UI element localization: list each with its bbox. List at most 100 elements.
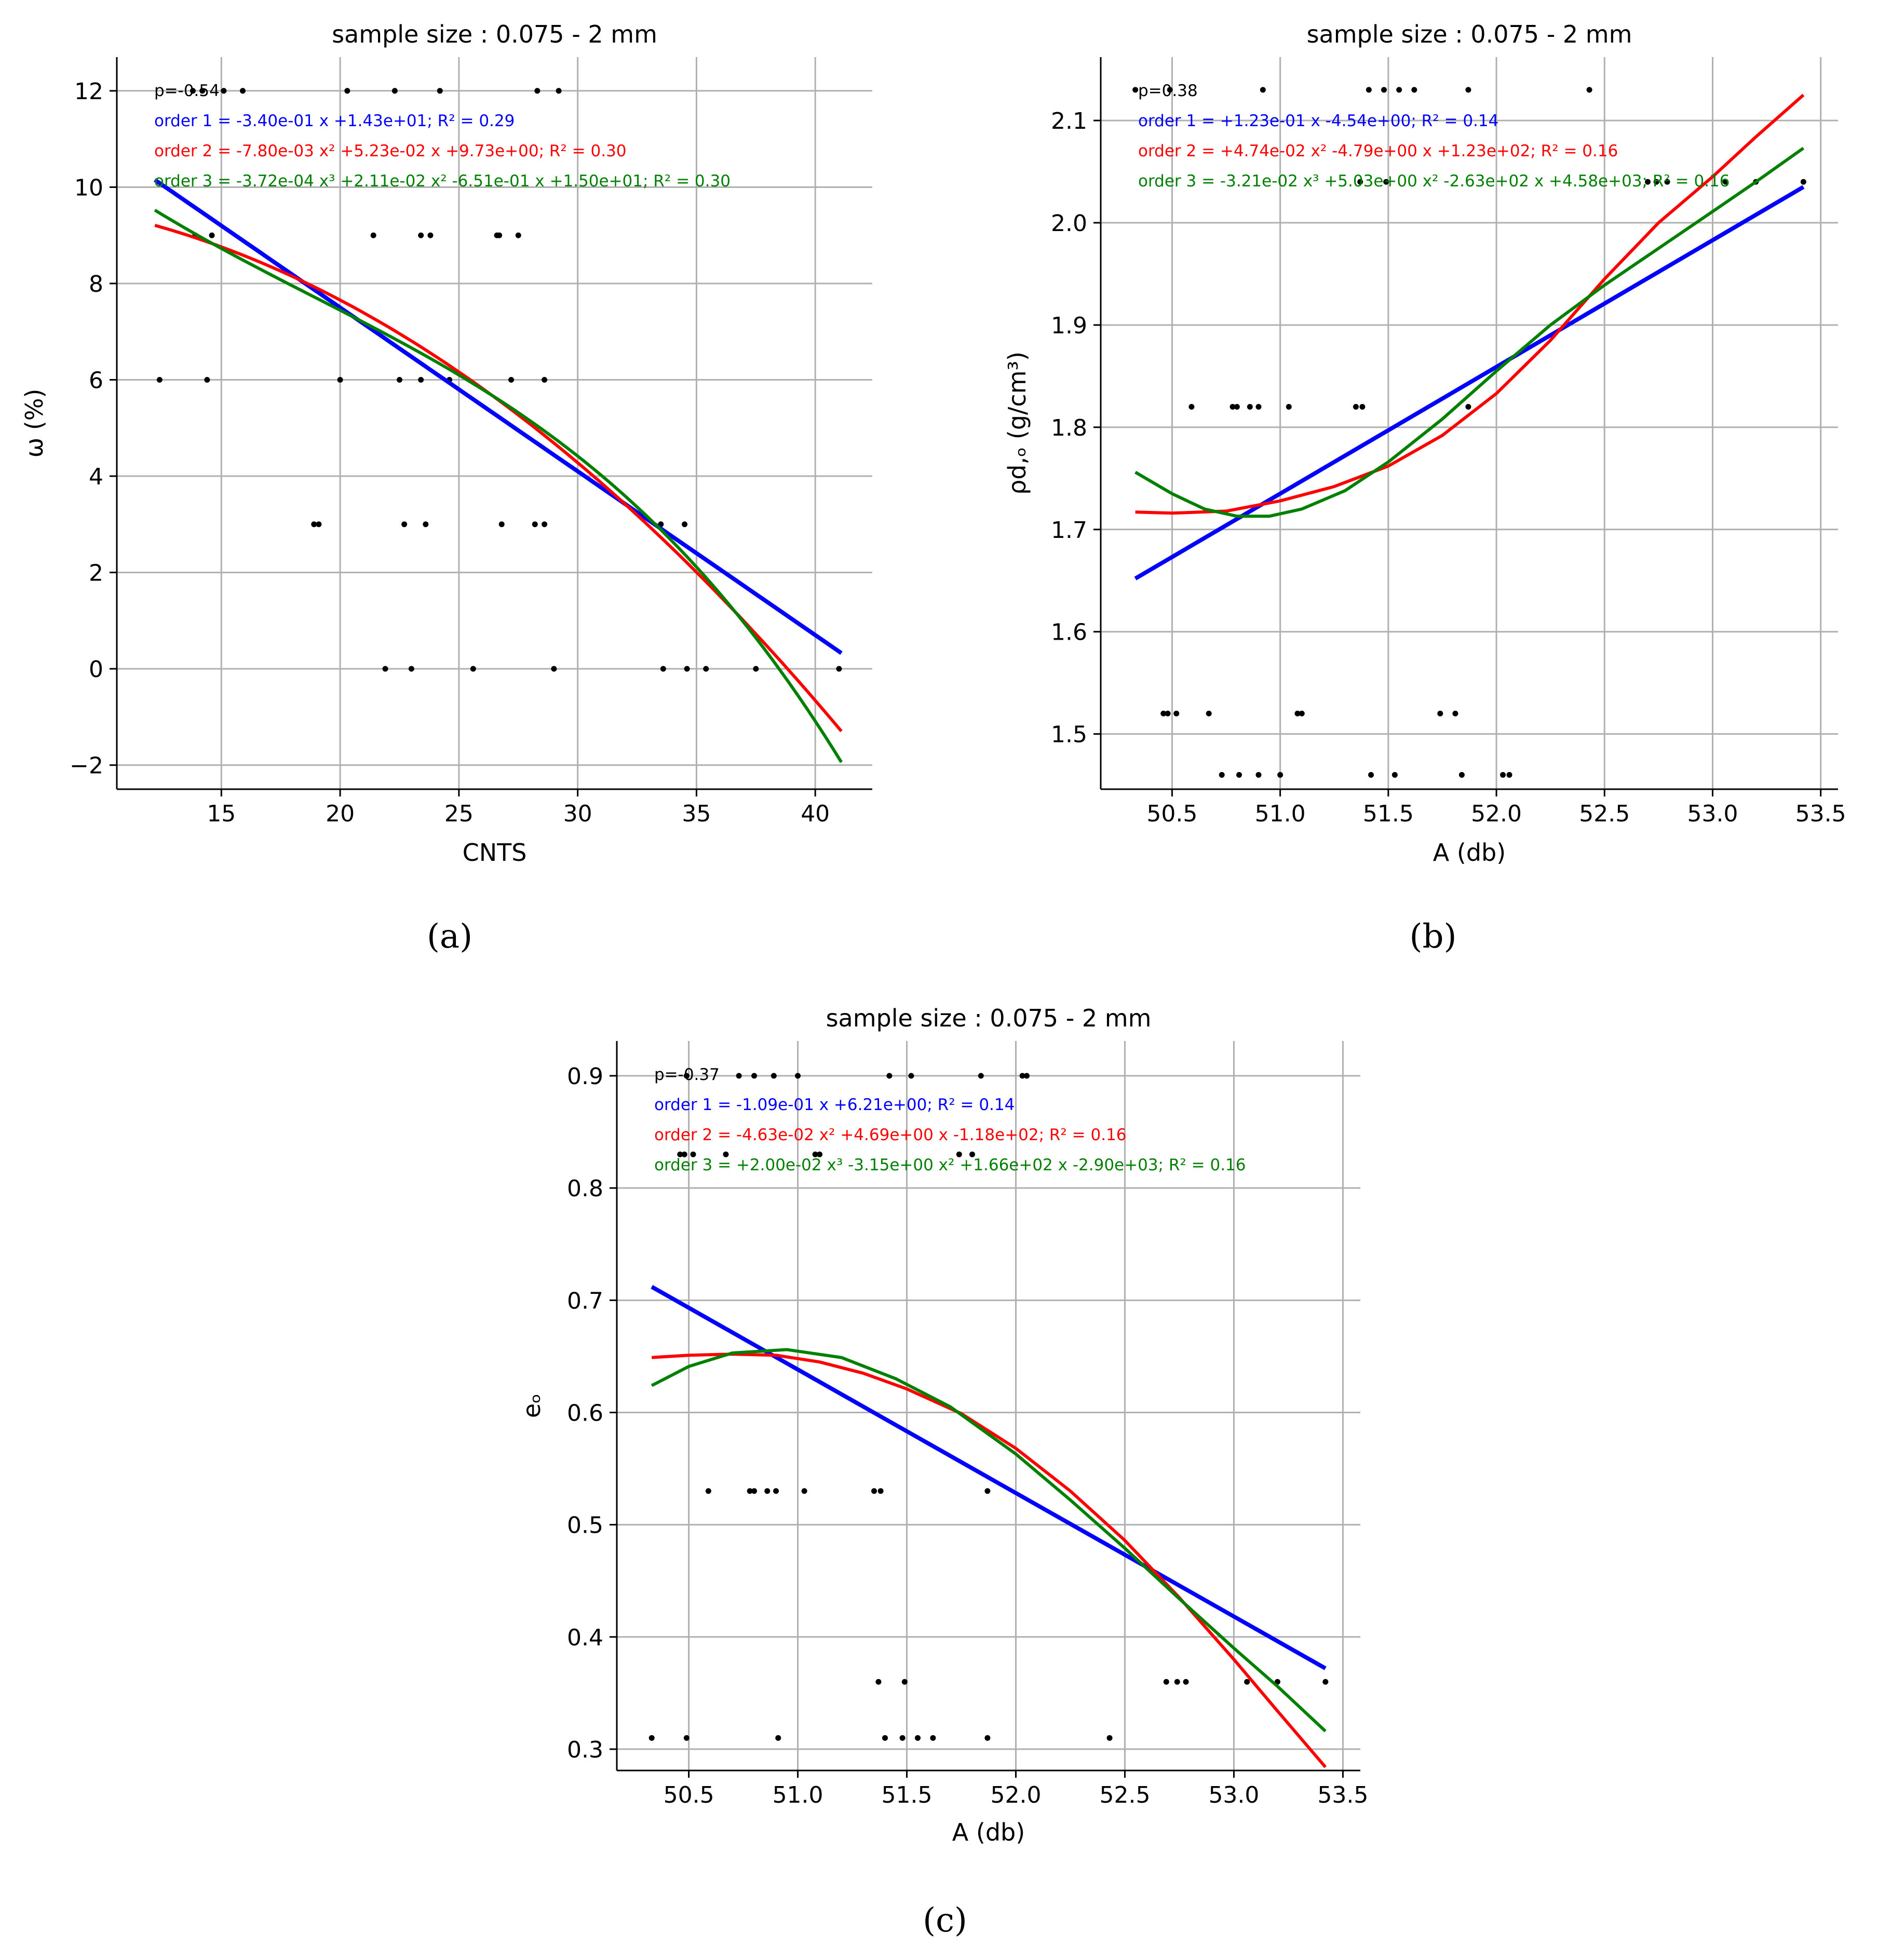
data-point [751,1073,758,1079]
y-tick-label: −2 [70,753,103,779]
data-point [1277,772,1283,778]
x-tick-label: 15 [207,801,236,827]
data-point [427,232,434,238]
data-point [908,1073,914,1079]
data-point [1132,87,1139,93]
y-tick-label: 1.7 [1051,517,1087,544]
correlation-annotation: p=-0.54 [154,82,220,100]
data-point [418,232,424,238]
data-point [508,377,515,383]
data-point [1500,772,1506,778]
data-point [534,88,541,94]
chart-panel-a: 15 20 25 30 35 40 −2 0 2 4 6 8 10 12 sample size : 0.0… [20,20,872,956]
x-tick-label: 51.5 [882,1782,933,1808]
data-point [496,232,503,238]
data-point [344,88,350,94]
y-tick-label: 0 [89,656,103,683]
data-point [1353,403,1359,410]
data-point [899,1735,906,1741]
data-point [1255,772,1262,778]
y-axis-label: ω (%) [20,389,48,458]
fit-curve-order-3 [651,1348,1327,1733]
data-point [1645,179,1651,185]
data-point [1359,403,1366,410]
fit-equation-3: order 3 = -3.21e-02 x³ +5.03e+00 x² -2.6… [1138,172,1730,191]
data-point [199,88,206,94]
data-point [423,521,429,528]
y-tick-label: 0.3 [567,1737,603,1763]
data-point [1322,1679,1329,1685]
x-tick-label: 50.5 [664,1782,714,1808]
fit-curve-order-1 [651,1285,1327,1670]
data-point [1368,772,1374,778]
data-point [690,1151,696,1157]
chart-title: sample size : 0.075 - 2 mm [1307,20,1632,48]
y-tick-label: 0.6 [567,1400,603,1426]
data-point [1381,87,1387,93]
data-point [204,377,210,383]
data-point [1165,710,1171,717]
x-tick-label: 52.5 [1579,801,1630,827]
data-point [1452,710,1458,717]
data-point [978,1073,984,1079]
data-point [1173,710,1180,717]
data-point [648,1735,655,1741]
data-point [1396,87,1402,93]
data-point [391,88,398,94]
chart-title: sample size : 0.075 - 2 mm [332,20,657,48]
data-point [660,666,666,672]
data-point [915,1735,921,1741]
data-point [1183,1679,1189,1685]
data-point [747,1488,753,1494]
data-point [1230,403,1236,410]
data-point [1167,87,1173,93]
data-point [771,1073,777,1079]
panel-label: (a) [427,917,472,956]
fit-curve-order-2 [1135,93,1805,515]
data-point [882,1735,888,1741]
data-point [836,666,842,672]
fit-equation-3: order 3 = -3.72e-04 x³ +2.11e-02 x² -6.5… [154,172,731,191]
data-point [1506,772,1512,778]
data-point [1234,403,1240,410]
fit-equation-2: order 2 = +4.74e-02 x² -4.79e+00 x +1.23… [1138,142,1618,160]
data-point [930,1735,936,1741]
data-point [1286,403,1292,410]
data-point [871,1488,877,1494]
data-point [817,1151,823,1157]
panel-label: (c) [923,1901,967,1940]
data-point [1465,87,1471,93]
data-point [1206,710,1212,717]
x-tick-label: 53.0 [1208,1782,1259,1808]
fit-curve-order-1 [153,178,843,655]
data-point [764,1488,771,1494]
data-point [1260,87,1266,93]
x-axis-label: A (db) [952,1818,1025,1846]
x-tick-label: 52.5 [1099,1782,1150,1808]
y-tick-label: 0.7 [567,1288,603,1314]
data-point [1174,1679,1180,1685]
data-point [1383,179,1389,185]
data-point [1299,710,1305,717]
y-tick-label: 0.8 [567,1175,603,1202]
data-point [382,666,388,672]
data-point [190,88,196,94]
data-point [1664,179,1670,185]
y-tick-label: 8 [89,271,103,298]
fit-curve-order-1 [1134,185,1805,580]
data-point [753,666,759,672]
data-point [1800,179,1806,185]
x-tick-label: 53.0 [1687,801,1738,827]
y-tick-label: 1.6 [1051,619,1087,646]
data-point [551,666,557,672]
data-point [875,1679,882,1685]
data-point [1653,179,1659,185]
data-point [437,88,443,94]
data-point [1357,179,1363,185]
data-point [1458,772,1465,778]
x-axis-label: A (db) [1433,839,1506,867]
data-point [1411,87,1417,93]
y-tick-label: 2.0 [1051,210,1087,237]
data-point [209,232,215,238]
x-tick-label: 52.0 [1471,801,1522,827]
